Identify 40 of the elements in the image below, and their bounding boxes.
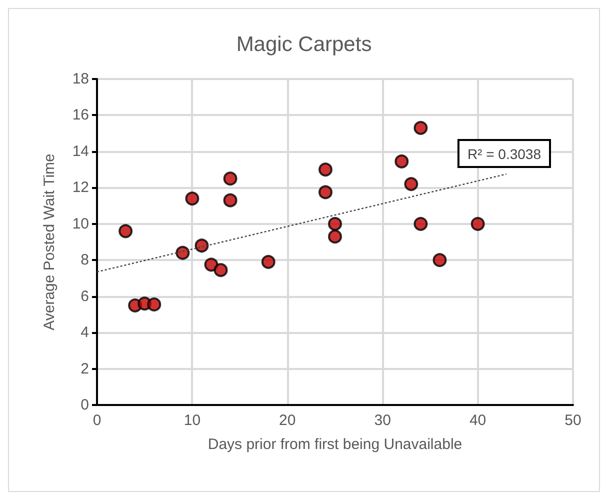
point xyxy=(194,238,209,253)
y-tick-label: 4 xyxy=(80,324,89,342)
y-tick-label: 14 xyxy=(72,142,89,160)
point xyxy=(404,177,418,192)
point xyxy=(176,246,190,260)
point xyxy=(394,154,409,168)
y-tick-label: 2 xyxy=(80,360,89,378)
point xyxy=(223,172,238,186)
x-tick-label: 30 xyxy=(374,412,391,429)
annotation: R² = 0.3038 xyxy=(467,146,542,162)
y-axis-title: Average Posted Wait Time xyxy=(41,154,58,330)
point xyxy=(204,258,218,272)
point xyxy=(328,230,342,244)
point xyxy=(261,254,276,269)
point xyxy=(414,216,428,231)
point xyxy=(118,224,133,238)
x-axis-title: Days prior from first being Unavailable xyxy=(208,436,462,453)
point xyxy=(318,185,332,200)
x-tick-label: 40 xyxy=(469,412,486,429)
x-tick-label: 10 xyxy=(184,412,201,429)
point xyxy=(328,216,342,231)
y-tick-label: 16 xyxy=(72,106,89,124)
y-tick-label: 6 xyxy=(80,288,89,305)
x-tick-label: 0 xyxy=(92,412,102,429)
point xyxy=(147,297,162,312)
point xyxy=(185,192,200,206)
point xyxy=(414,120,428,135)
point xyxy=(214,263,228,278)
point xyxy=(470,216,485,231)
x-tick-label: 50 xyxy=(564,412,582,429)
y-tick-label: 18 xyxy=(72,70,89,88)
point xyxy=(223,193,238,208)
point xyxy=(318,162,332,177)
y-tick-label: 10 xyxy=(72,215,89,232)
chart-title: Magic Carpets xyxy=(236,33,372,56)
y-tick-label: 12 xyxy=(72,179,89,196)
point xyxy=(432,253,447,268)
y-tick-label: 0 xyxy=(80,396,89,414)
x-tick-label: 20 xyxy=(279,412,296,429)
y-tick-label: 8 xyxy=(80,252,89,269)
